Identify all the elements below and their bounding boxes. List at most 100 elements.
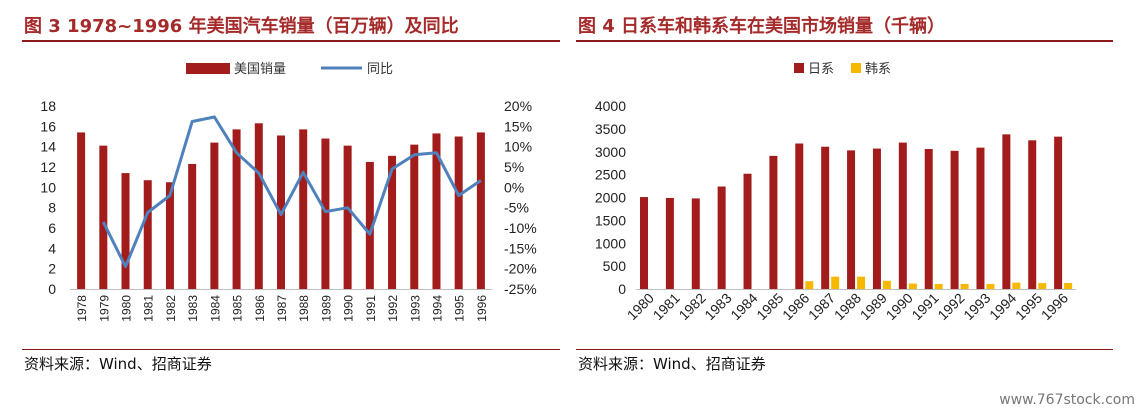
bar-sales-1995 xyxy=(454,136,463,289)
bar-sales-1988 xyxy=(299,129,308,289)
y-tick-label: 1500 xyxy=(595,212,626,228)
x-tick-label: 1994 xyxy=(986,290,1019,323)
legend-label-japan: 日系 xyxy=(808,61,834,76)
right-y-tick-label: -25% xyxy=(504,281,537,297)
bar-korea-1993 xyxy=(986,283,995,289)
bar-japan-1983 xyxy=(717,186,726,289)
bar-japan-1995 xyxy=(1028,140,1037,289)
bar-sales-1984 xyxy=(210,142,219,289)
y-tick-label: 2000 xyxy=(595,190,626,206)
x-tick-label: 1995 xyxy=(453,295,467,322)
right-source: 资料来源：Wind、招商证券 xyxy=(578,355,766,373)
right-y-tick-label: 5% xyxy=(504,159,524,175)
bar-sales-1994 xyxy=(432,133,441,289)
legend-label-sales: 美国销量 xyxy=(234,61,286,76)
bar-japan-1987 xyxy=(821,146,830,289)
x-tick-label: 1983 xyxy=(701,290,734,323)
right-y-tick-label: -10% xyxy=(504,220,537,236)
left-y-tick-label: 16 xyxy=(40,118,56,134)
bar-japan-1994 xyxy=(1002,134,1011,289)
bar-sales-1981 xyxy=(143,180,152,289)
y-tick-label: 0 xyxy=(618,281,626,297)
x-tick-label: 1981 xyxy=(650,290,683,323)
x-tick-label: 1986 xyxy=(253,295,267,322)
left-chart-title: 图 3 1978~1996 年美国汽车销量（百万辆）及同比 xyxy=(24,16,459,37)
y-tick-label: 4000 xyxy=(595,98,626,114)
bar-korea-1989 xyxy=(882,280,891,289)
left-chart: 美国销量 同比 0 2 4 6 8 10 12 14 16 18 -25% -20% -15% -10% -5%… xyxy=(40,61,537,322)
bar-sales-1989 xyxy=(321,138,330,289)
bar-korea-1988 xyxy=(857,276,866,289)
x-tick-label: 1988 xyxy=(297,295,311,322)
legend-swatch-sales xyxy=(186,63,230,74)
watermark: www.767stock.com xyxy=(999,392,1135,408)
right-title-rule xyxy=(576,40,1113,42)
line-yoy xyxy=(101,115,482,269)
x-tick-label: 1994 xyxy=(430,295,444,322)
left-title-rule xyxy=(22,40,560,42)
x-tick-label: 1987 xyxy=(805,290,838,323)
bar-japan-1993 xyxy=(976,147,985,289)
bar-sales-1991 xyxy=(365,161,374,289)
x-tick-label: 1996 xyxy=(475,295,489,322)
y-tick-label: 3000 xyxy=(595,144,626,160)
bar-sales-1983 xyxy=(188,163,197,289)
y-tick-label: 1000 xyxy=(595,235,626,251)
bar-sales-1996 xyxy=(476,132,485,289)
bar-korea-1995 xyxy=(1038,283,1047,289)
x-tick-label: 1989 xyxy=(857,290,890,323)
x-tick-label: 1982 xyxy=(675,290,708,323)
right-y-tick-label: 10% xyxy=(504,139,532,155)
bar-korea-1986 xyxy=(805,281,814,289)
x-tick-label: 1992 xyxy=(386,295,400,322)
right-y-tick-label: -20% xyxy=(504,261,537,277)
bar-japan-1982 xyxy=(691,198,700,289)
bar-japan-1986 xyxy=(795,143,804,289)
right-y-tick-label: -5% xyxy=(504,200,529,216)
y-tick-label: 500 xyxy=(603,258,627,274)
bar-korea-1992 xyxy=(960,283,969,289)
x-tick-label: 1993 xyxy=(960,290,993,323)
bar-sales-1986 xyxy=(254,123,263,290)
right-y-tick-label: 20% xyxy=(504,98,532,114)
bar-japan-1984 xyxy=(743,173,752,289)
right-y-tick-label: -15% xyxy=(504,240,537,256)
bar-sales-1985 xyxy=(232,129,241,289)
x-tick-label: 1989 xyxy=(319,295,333,322)
x-tick-label: 1987 xyxy=(275,295,289,322)
left-y-tick-label: 2 xyxy=(48,261,56,277)
bar-korea-1987 xyxy=(831,276,840,289)
x-tick-label: 1993 xyxy=(408,295,422,322)
x-tick-label: 1981 xyxy=(142,295,156,322)
x-tick-label: 1984 xyxy=(208,295,222,322)
right-chart-title: 图 4 日系车和韩系车在美国市场销量（千辆） xyxy=(578,16,946,37)
left-y-tick-label: 10 xyxy=(40,179,56,195)
bar-korea-1991 xyxy=(934,283,943,289)
bar-sales-1978 xyxy=(77,132,86,289)
bar-sales-1992 xyxy=(388,155,397,289)
x-tick-label: 1992 xyxy=(934,290,967,323)
left-y-tick-label: 4 xyxy=(48,240,56,256)
bar-sales-1993 xyxy=(410,144,419,289)
left-y-tick-label: 14 xyxy=(40,139,56,155)
x-tick-label: 1991 xyxy=(364,295,378,322)
bar-korea-1994 xyxy=(1012,282,1021,289)
bar-japan-1992 xyxy=(950,150,959,289)
bar-korea-1996 xyxy=(1064,283,1073,289)
x-tick-label: 1980 xyxy=(624,290,657,323)
x-tick-label: 1990 xyxy=(342,295,356,322)
legend-label-yoy: 同比 xyxy=(367,61,393,76)
x-tick-label: 1988 xyxy=(831,290,864,323)
x-tick-label: 1980 xyxy=(120,295,134,322)
bar-sales-1990 xyxy=(343,145,352,289)
x-tick-label: 1979 xyxy=(97,295,111,322)
x-tick-label: 1991 xyxy=(908,290,941,323)
bar-japan-1988 xyxy=(847,150,856,289)
x-tick-label: 1982 xyxy=(164,295,178,322)
bar-japan-1985 xyxy=(769,155,778,289)
y-tick-label: 2500 xyxy=(595,167,626,183)
bar-japan-1981 xyxy=(665,197,674,289)
right-y-tick-label: 15% xyxy=(504,118,532,134)
left-bottom-rule xyxy=(22,349,560,350)
legend-label-korea: 韩系 xyxy=(865,61,891,76)
